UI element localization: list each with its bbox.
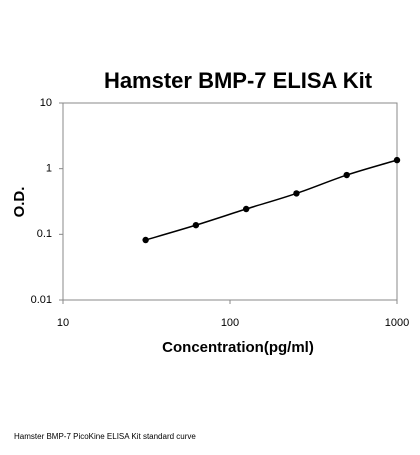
data-point	[343, 171, 350, 179]
y-tick-label: 1	[46, 163, 52, 175]
x-axis-label: Concentration(pg/ml)	[162, 339, 314, 356]
caption: Hamster BMP-7 PicoKine ELISA Kit standar…	[14, 432, 196, 441]
data-point	[192, 221, 200, 229]
x-tick-label: 100	[221, 317, 239, 329]
data-point	[293, 190, 300, 197]
data-point	[142, 236, 149, 244]
y-tick-label: 0.01	[31, 294, 52, 306]
x-tick-label: 1000	[385, 317, 409, 329]
y-tick-label: 0.1	[37, 228, 52, 240]
chart-title: Hamster BMP-7 ELISA Kit	[104, 68, 373, 93]
data-point	[393, 156, 401, 164]
y-axis-label: O.D.	[11, 187, 28, 218]
data-point	[242, 205, 250, 213]
curve	[145, 159, 398, 241]
x-tick-label: 10	[57, 317, 69, 329]
y-tick-label: 10	[40, 97, 52, 109]
